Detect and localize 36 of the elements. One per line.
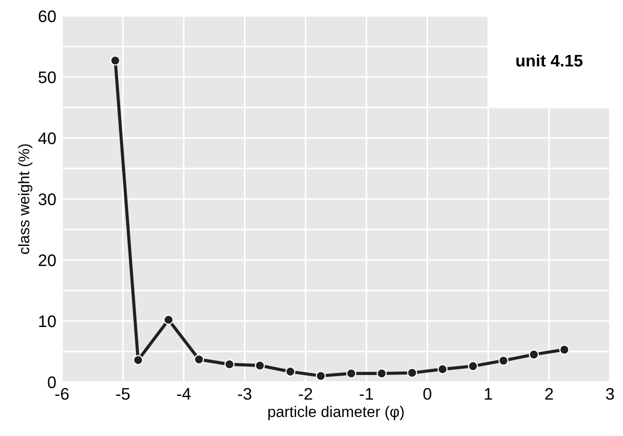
point	[346, 368, 356, 379]
y-tick-label: 30	[38, 193, 56, 206]
point	[559, 344, 570, 355]
point	[285, 366, 296, 377]
x-tick-label: -1	[360, 388, 374, 400]
point	[316, 370, 326, 381]
point	[407, 368, 418, 378]
point	[224, 359, 235, 370]
point	[194, 354, 204, 364]
point	[468, 361, 478, 372]
y-tick-label: 0	[48, 376, 56, 388]
point	[163, 314, 174, 325]
x-tick-label: -4	[177, 388, 191, 400]
x-tick-label: 0	[423, 388, 432, 400]
x-tick-label: 1	[484, 388, 492, 400]
point	[528, 349, 539, 360]
y-tick-label: 50	[38, 71, 56, 84]
point	[110, 55, 120, 66]
point	[254, 360, 265, 371]
x-tick-label: -5	[116, 388, 130, 400]
point	[498, 356, 509, 366]
y-tick-label: 20	[38, 254, 56, 266]
y-tick-label: 40	[38, 132, 56, 144]
x-axis-title: particle diameter (φ)	[268, 406, 404, 420]
point	[133, 354, 144, 366]
x-tick-label: 2	[545, 388, 553, 400]
x-tick-label: 3	[606, 388, 614, 400]
x-tick-label: -3	[238, 388, 252, 400]
y-tick-label: 10	[39, 315, 56, 328]
annotation: unit 4.15	[516, 54, 583, 67]
y-tick-label: 60	[38, 10, 56, 22]
y-axis-title: class weight (%)	[18, 144, 32, 254]
point	[376, 368, 387, 379]
x-tick-label: -2	[298, 388, 312, 400]
point	[437, 364, 448, 374]
x-tick-label: -6	[55, 388, 69, 400]
